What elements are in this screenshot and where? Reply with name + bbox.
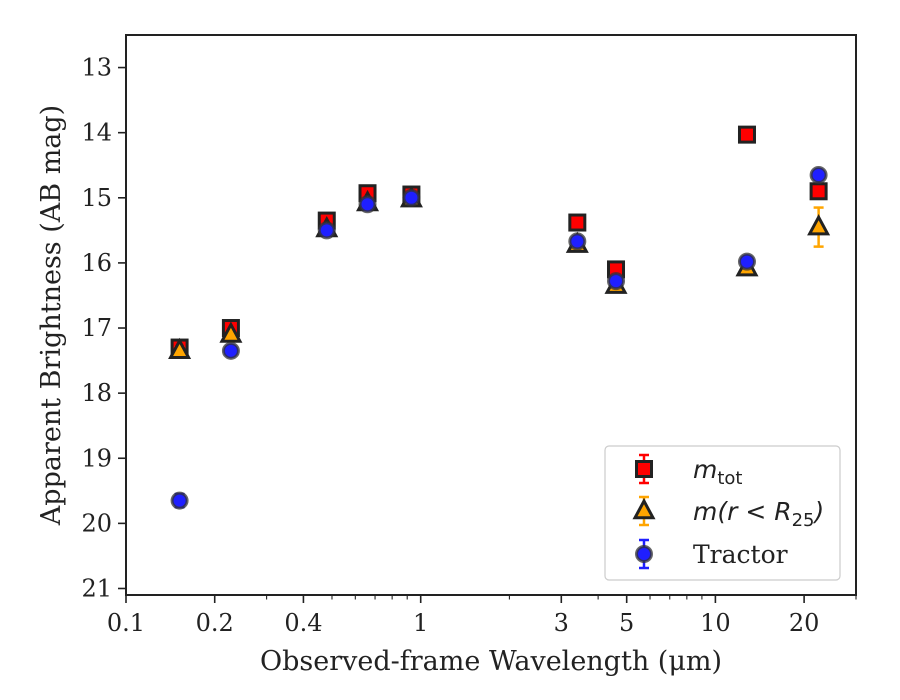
- x-axis-ticks: 0.1 0.2 0.4 1 3 5 10 20: [107, 595, 857, 637]
- point-tractor: [221, 341, 240, 360]
- legend-label: mtot: [693, 455, 743, 489]
- point-tractor: [402, 188, 421, 207]
- y-tick-label: 14: [81, 119, 112, 147]
- x-tick-label: 0.4: [284, 609, 322, 637]
- legend-label-suffix: ): [813, 497, 825, 526]
- point-mr25: [219, 321, 243, 343]
- x-tick-label: 0.1: [107, 609, 145, 637]
- legend-label-main: Tractor: [693, 540, 788, 569]
- y-axis-title: Apparent Brightness (AB mag): [36, 105, 67, 526]
- legend-marker-mr25: [632, 497, 656, 520]
- y-tick-label: 20: [81, 509, 112, 537]
- legend-label: Tractor: [693, 540, 788, 569]
- point-tractor: [809, 166, 828, 184]
- point-mtot: [809, 182, 828, 201]
- point-tractor: [737, 252, 756, 271]
- x-tick-label: 0.2: [196, 609, 234, 637]
- y-tick-label: 16: [81, 249, 112, 277]
- point-tractor: [317, 221, 336, 240]
- legend-label-main: m(r < R: [693, 497, 792, 526]
- x-tick-label: 10: [700, 609, 731, 637]
- series-mtot: [170, 125, 828, 357]
- point-tractor: [170, 491, 189, 510]
- x-tick-label: 3: [554, 609, 569, 637]
- y-tick-label: 17: [81, 314, 112, 342]
- point-mr25: [807, 214, 831, 236]
- point-mtot: [737, 125, 756, 144]
- point-mtot: [568, 213, 587, 232]
- legend-item-mr25: m(r < R25): [632, 495, 824, 531]
- point-mr25: [168, 337, 192, 360]
- y-tick-label: 13: [81, 54, 112, 82]
- y-tick-label: 21: [81, 574, 112, 602]
- y-axis-ticks: 13 14 15 16 17 18 19 20 21: [81, 54, 126, 602]
- legend-label-main: m: [693, 455, 717, 484]
- legend-box: [604, 445, 841, 581]
- x-tick-label: 1: [413, 609, 428, 637]
- y-tick-label: 15: [81, 184, 112, 212]
- legend: mtot m(r < R25) Tractor: [604, 445, 841, 581]
- point-tractor: [358, 195, 377, 214]
- legend-marker-tractor: [635, 545, 653, 563]
- legend-item-mtot: mtot: [635, 453, 743, 489]
- x-axis-title: Observed-frame Wavelength (μm): [260, 646, 722, 677]
- axes-frame: [125, 34, 857, 596]
- legend-label-subscript: tot: [717, 468, 742, 489]
- series-mr25: [168, 186, 831, 360]
- legend-label-subscript: 25: [792, 510, 815, 531]
- series-tractor: [170, 166, 828, 510]
- legend-marker-mtot: [635, 460, 653, 478]
- point-tractor: [607, 272, 626, 291]
- series-layer: [168, 125, 831, 510]
- x-tick-label: 20: [789, 609, 820, 637]
- legend-item-tractor: Tractor: [635, 538, 788, 570]
- y-tick-label: 18: [81, 379, 112, 407]
- x-tick-label: 5: [619, 609, 634, 637]
- legend-label: m(r < R25): [693, 497, 824, 531]
- y-tick-label: 19: [81, 444, 112, 472]
- point-tractor: [568, 232, 587, 251]
